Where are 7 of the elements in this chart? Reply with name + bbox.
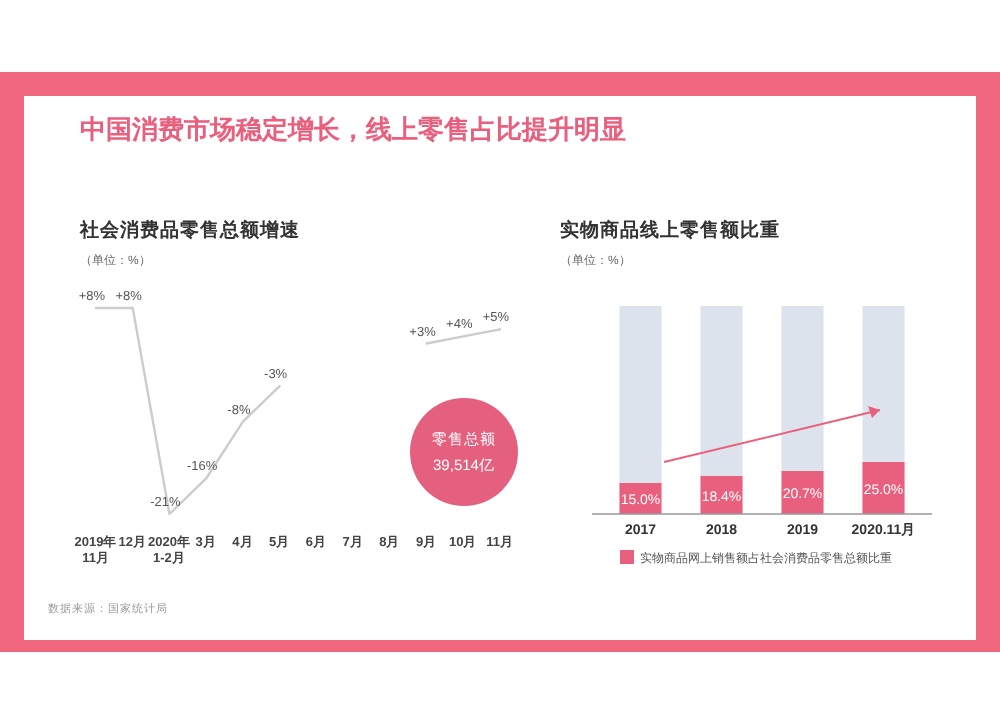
bar (862, 306, 905, 462)
bar (781, 306, 824, 471)
bar (700, 306, 743, 476)
bar (619, 306, 662, 483)
chart-title: 实物商品线上零售额比重 (560, 218, 780, 242)
text: 中国消费市场稳定增长，线上零售占比提升明显 (80, 114, 626, 144)
chart-title: 社会消费品零售总额增速 (78, 218, 302, 242)
